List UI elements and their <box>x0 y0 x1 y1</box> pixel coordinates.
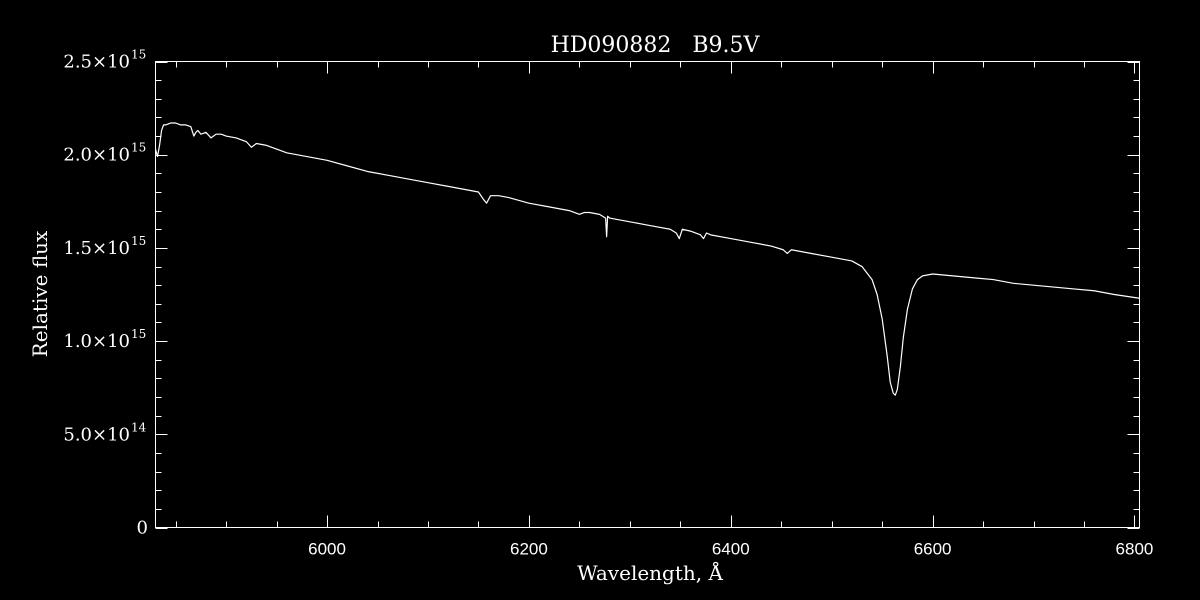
y-tick-labels: 05.0×10 141.0×10 151.5×10 152.0×10 152.5×10 1… <box>63 48 148 539</box>
y-tick-exponent: 15 <box>131 327 146 341</box>
y-tick-label: 2.5×10 15 <box>63 48 146 73</box>
x-tick-label: 6400 <box>712 540 750 559</box>
y-tick-mantissa: 5.0×10 <box>63 424 130 445</box>
y-tick-exponent: 15 <box>131 141 146 155</box>
y-tick-mantissa: 2.5×10 <box>63 52 130 73</box>
y-tick-exponent: 15 <box>131 48 146 62</box>
x-tick-label: 6800 <box>1116 540 1154 559</box>
y-tick-label: 1.0×10 15 <box>63 327 146 352</box>
y-tick-exponent: 14 <box>131 420 147 434</box>
y-tick-mantissa: 0 <box>137 518 148 539</box>
x-tick-label: 6200 <box>510 540 548 559</box>
x-tick-label: 6600 <box>914 540 952 559</box>
x-tick-label: 6000 <box>308 540 346 559</box>
x-tick-labels: 6000 6200 6400 6600 6800 <box>308 540 1153 559</box>
y-tick-mantissa: 1.0×10 <box>63 331 130 352</box>
y-tick-label: 5.0×10 14 <box>63 420 146 445</box>
y-tick-exponent: 15 <box>131 234 146 248</box>
flux-series-line <box>154 122 1140 396</box>
y-axis-label: Relative flux <box>28 230 52 357</box>
y-tick-label: 1.5×10 15 <box>63 234 146 259</box>
y-tick-mantissa: 2.0×10 <box>63 145 130 166</box>
x-axis-label: Wavelength, Å <box>577 560 723 585</box>
y-tick-mantissa: 1.5×10 <box>63 238 130 259</box>
y-tick-label: 2.0×10 15 <box>63 141 146 166</box>
plot-frame <box>155 61 1140 528</box>
axis-ticks <box>155 61 1140 529</box>
chart-title: HD090882 B9.5V <box>551 33 761 58</box>
y-tick-label: 0 <box>137 518 148 539</box>
